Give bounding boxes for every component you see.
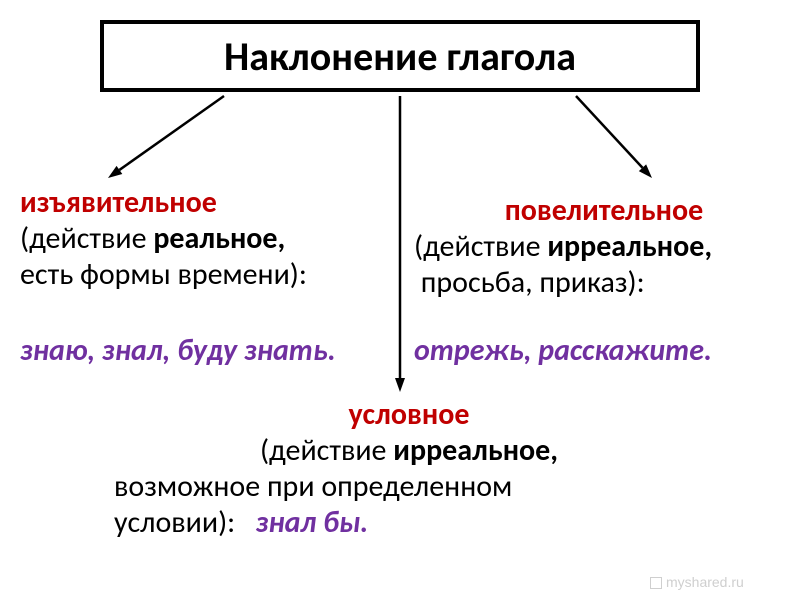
watermark: myshared.ru (650, 574, 744, 590)
watermark-text: myshared.ru (666, 574, 744, 590)
conditional-heading: условное (349, 396, 470, 433)
conditional-examples: знал бы. (256, 504, 369, 541)
imperative-desc-line1: (действие ирреальное, (414, 229, 794, 265)
indicative-heading: изъявительное (20, 184, 217, 221)
imperative-examples: отрежь, расскажите. (414, 332, 794, 369)
conditional-desc-line3-pre: условии): (114, 504, 256, 541)
branch-indicative: изъявительное (действие реальное, есть ф… (20, 184, 400, 293)
conditional-desc-bold: ирреальное, (393, 432, 558, 469)
branch-conditional: условное (действие ирреальное, возможное… (114, 396, 704, 541)
branch-imperative: повелительное (действие ирреальное, прос… (414, 192, 794, 301)
imperative-heading: повелительное (505, 192, 703, 229)
indicative-desc-line2: есть формы времени): (20, 257, 400, 293)
indicative-desc-pre: (действие (20, 220, 153, 257)
imperative-desc-bold: ирреальное, (547, 228, 712, 265)
conditional-desc-line1: (действие ирреальное, (114, 433, 704, 469)
conditional-desc-line2: возможное при определенном (114, 469, 704, 505)
conditional-desc-pre: (действие (260, 432, 393, 469)
indicative-desc-line1: (действие реальное, (20, 221, 400, 257)
imperative-desc-line2: просьба, приказ): (414, 265, 794, 301)
diagram-title: Наклонение глагола (224, 32, 576, 81)
imperative-desc-pre: (действие (414, 228, 547, 265)
conditional-desc-line3: условии): знал бы. (114, 505, 704, 541)
indicative-examples: знаю, знал, буду знать. (20, 332, 400, 369)
indicative-desc-bold: реальное, (153, 220, 285, 257)
title-box: Наклонение глагола (100, 20, 700, 92)
watermark-icon (650, 577, 662, 589)
